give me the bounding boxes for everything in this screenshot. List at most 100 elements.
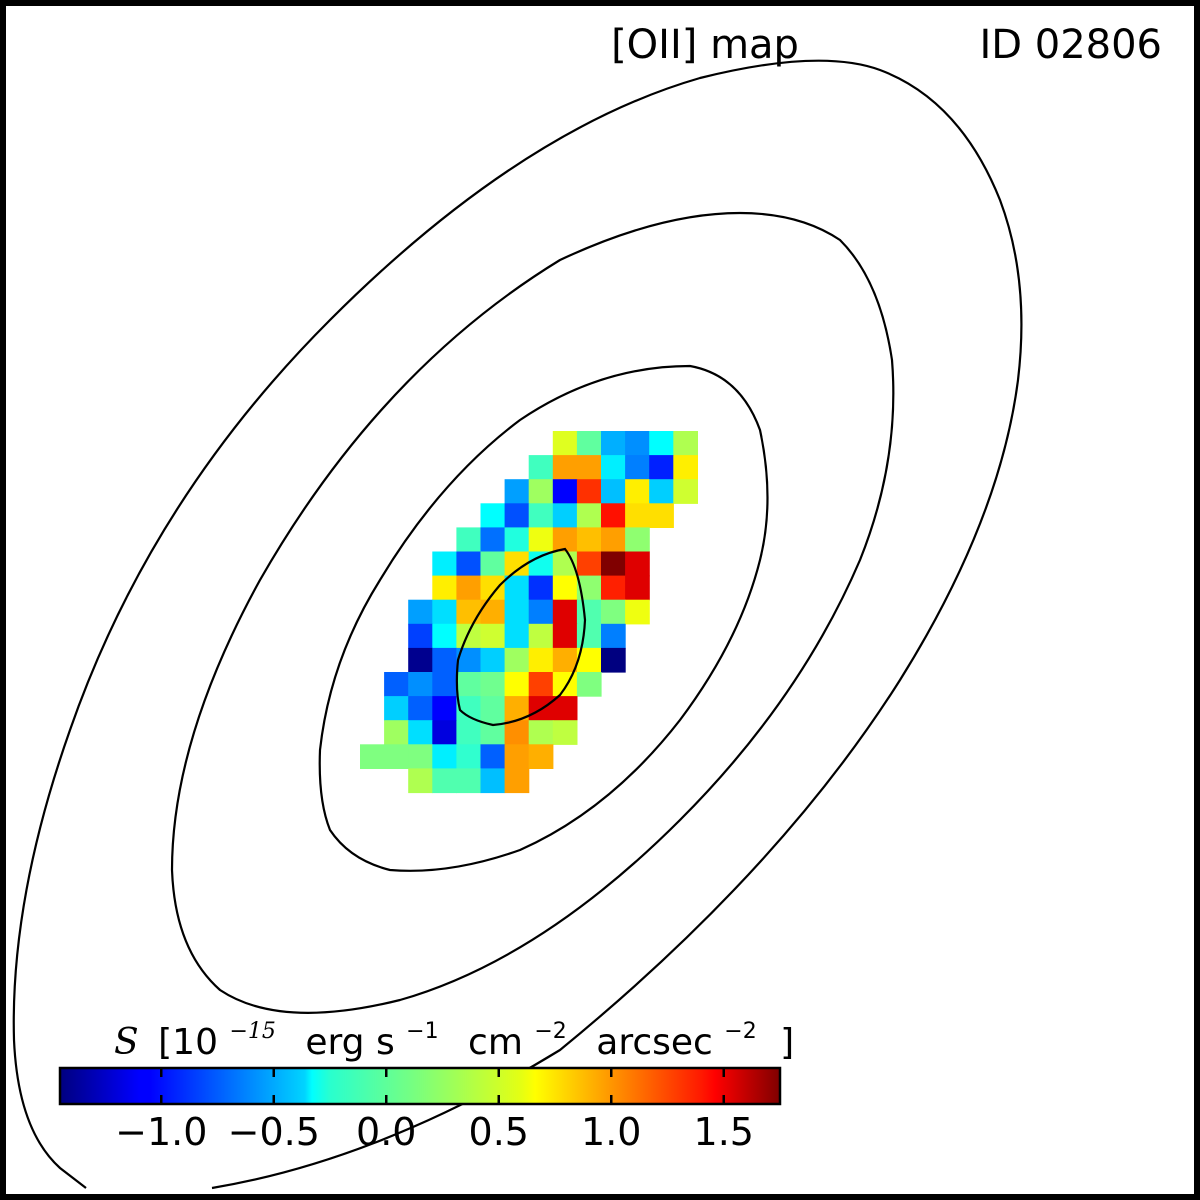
heatmap-cell (480, 575, 506, 601)
heatmap-cell (576, 479, 602, 504)
heatmap-cell (384, 672, 409, 697)
colorbar: S [10 −15 erg s −1 cm −2 arcsec −2 ] −1.… (58, 1006, 794, 1154)
heatmap-cell (408, 623, 433, 649)
heatmap-cell (504, 503, 530, 528)
heatmap-cell (384, 696, 409, 721)
heatmap-cell (528, 720, 554, 745)
heatmap-cell (504, 527, 530, 553)
heatmap-cell (504, 768, 530, 794)
map-title: [OII] map (611, 22, 799, 68)
heatmap-cell (504, 647, 530, 673)
heatmap-cell (552, 623, 578, 649)
colorbar-ticks: −1.0 −0.5 0.0 0.5 1.0 1.5 (115, 1068, 754, 1154)
heatmap-cell (432, 696, 457, 721)
heatmap-cell (601, 551, 626, 577)
colorbar-tick-label: −0.5 (228, 1110, 320, 1154)
heatmap-cell (625, 575, 650, 601)
heatmap-cell (408, 647, 433, 673)
heatmap-cell (552, 599, 578, 625)
heatmap-cell (552, 696, 578, 721)
heatmap-cell (504, 672, 530, 697)
heatmap-cell (649, 479, 674, 504)
heatmap-cell (528, 503, 554, 528)
contour-third (318, 364, 769, 872)
heatmap-cell (480, 647, 506, 673)
heatmap-cell (480, 623, 506, 649)
contour-second (170, 211, 895, 1014)
heatmap-cell (456, 720, 482, 745)
heatmap-cell (528, 479, 554, 504)
heatmap-cell (456, 768, 482, 794)
heatmap-cell (576, 431, 602, 456)
heatmap-cell (552, 455, 578, 480)
contour-lines (12, 59, 1023, 1190)
heatmap-cell (528, 575, 554, 601)
heatmap-cell (601, 599, 626, 625)
heatmap-cell (480, 672, 506, 697)
contour-outer (12, 59, 1023, 1190)
heatmap-cell (456, 575, 482, 601)
heatmap-cell (625, 551, 650, 577)
heatmap-cell (649, 503, 674, 528)
colorbar-tick-label: 1.0 (581, 1110, 641, 1154)
heatmap-cell (504, 575, 530, 601)
heatmap-cell (480, 503, 506, 528)
colorbar-tick-label: −1.0 (115, 1110, 207, 1154)
heatmap-cell (601, 647, 626, 673)
heatmap-cell (408, 744, 433, 769)
heatmap-cell (432, 744, 457, 769)
heatmap-cell (601, 431, 626, 456)
heatmap-cell (504, 720, 530, 745)
heatmap-cell (432, 623, 457, 649)
heatmap-cell (432, 720, 457, 745)
heatmap-cell (673, 431, 698, 456)
heatmap-cell (601, 527, 626, 553)
heatmap-cell (360, 744, 385, 769)
heatmap-cell (408, 696, 433, 721)
heatmap-cell (601, 575, 626, 601)
heatmap-cell (552, 503, 578, 528)
heatmap-cell (576, 672, 602, 697)
heatmap-cell (576, 551, 602, 577)
heatmap-cell (576, 527, 602, 553)
heatmap-cell (480, 696, 506, 721)
heatmap-cell (552, 672, 578, 697)
heatmap-cell (625, 599, 650, 625)
heatmap-cell (576, 623, 602, 649)
heatmap-cell (456, 623, 482, 649)
heatmap-cell (625, 455, 650, 480)
colorbar-tick-label: 1.5 (694, 1110, 754, 1154)
heatmap-cell (528, 599, 554, 625)
heatmap-cell (528, 623, 554, 649)
heatmap-cell (552, 479, 578, 504)
heatmap-cell (456, 744, 482, 769)
heatmap-cell (432, 551, 457, 577)
heatmap-cell (625, 527, 650, 553)
heatmap-cell (552, 431, 578, 456)
heatmap-cell (480, 599, 506, 625)
heatmap-cell (432, 768, 457, 794)
heatmap-cell (673, 455, 698, 480)
heatmap-cell (552, 575, 578, 601)
heatmap-cell (432, 672, 457, 697)
heatmap-cell (528, 672, 554, 697)
heatmap-cell (456, 672, 482, 697)
colorbar-tick-label: 0.0 (356, 1110, 416, 1154)
heatmap-cell (601, 479, 626, 504)
heatmap-cell (625, 503, 650, 528)
heatmap-cell (673, 479, 698, 504)
colorbar-label: S [10 −15 erg s −1 cm −2 arcsec −2 ] (114, 1006, 794, 1063)
heatmap-cell (432, 575, 457, 601)
heatmap-cell (504, 479, 530, 504)
heatmap-cell (504, 744, 530, 769)
heatmap-cell (528, 744, 554, 769)
heatmap-cell (480, 768, 506, 794)
heatmap-cell (432, 647, 457, 673)
heatmap-cell (432, 599, 457, 625)
heatmap-cell (552, 720, 578, 745)
heatmap-cell (552, 647, 578, 673)
heatmap-cell (480, 744, 506, 769)
contour-inner (455, 547, 587, 727)
heatmap-cell (528, 455, 554, 480)
